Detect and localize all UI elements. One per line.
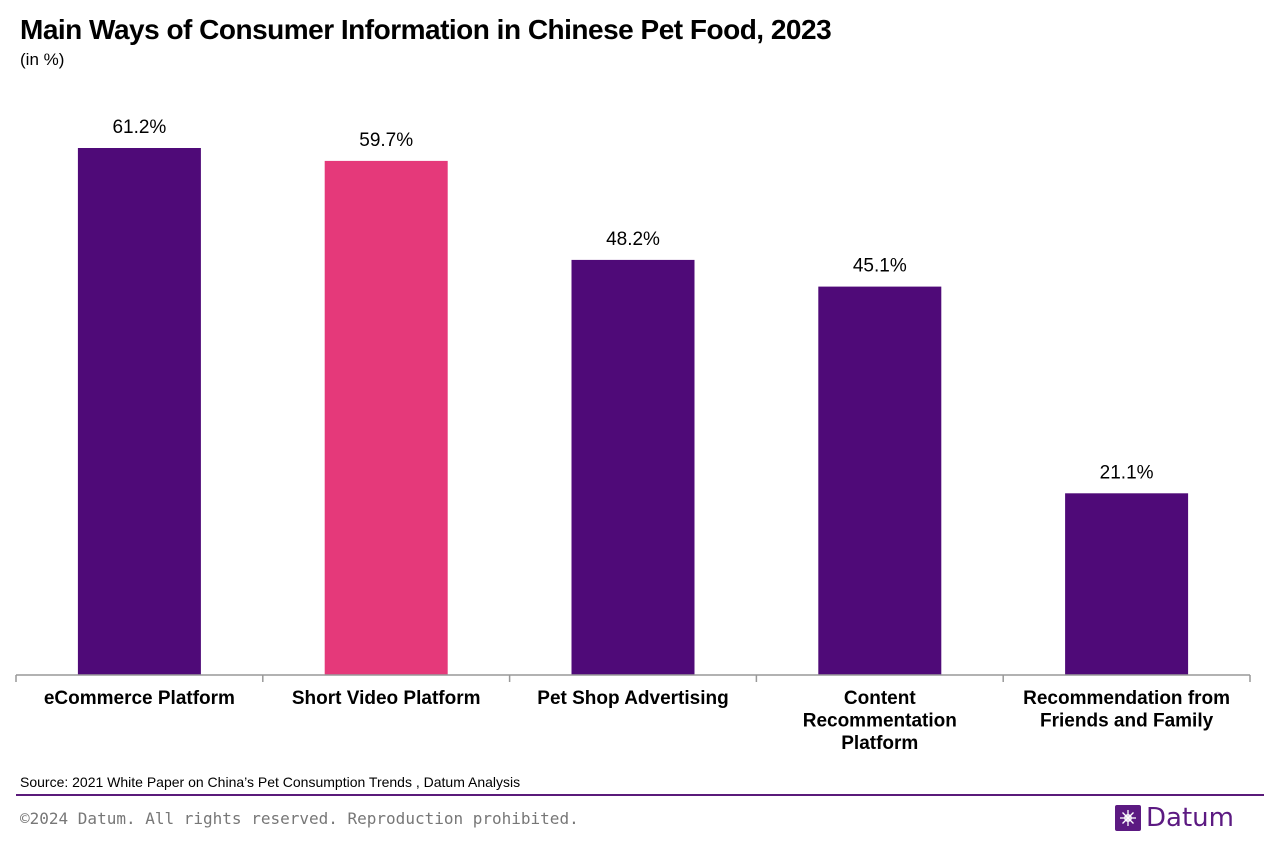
- category-label-line: Platform: [841, 733, 918, 754]
- bar: [324, 160, 448, 675]
- bar: [818, 286, 942, 675]
- copyright-notice: ©2024 Datum. All rights reserved. Reprod…: [20, 809, 579, 828]
- datum-logo-icon: [1115, 805, 1141, 831]
- bar-chart: 61.2% eCommerce Platform 59.7% Short Video …: [15, 117, 1251, 754]
- data-label: 61.2%: [112, 117, 166, 138]
- brand-name: Datum: [1146, 803, 1234, 833]
- brand-logo: Datum: [1115, 803, 1234, 833]
- data-label: 59.7%: [359, 130, 413, 151]
- bar: [571, 259, 695, 675]
- data-label: 45.1%: [853, 256, 907, 277]
- category-label-line: Content: [844, 688, 916, 709]
- chart-subtitle: (in %): [20, 50, 65, 69]
- source-note: Source: 2021 White Paper on China’s Pet …: [20, 774, 521, 790]
- category-label: Pet Shop Advertising: [537, 688, 728, 709]
- category-label-line: Friends and Family: [1040, 711, 1214, 732]
- category-label-line: Pet Shop Advertising: [537, 688, 728, 709]
- bar: [77, 148, 201, 675]
- footer-divider: [16, 794, 1264, 796]
- category-label: Content Recommentation Platform: [803, 688, 957, 754]
- category-label-line: Recommentation: [803, 711, 957, 732]
- category-label: Recommendation from Friends and Family: [1023, 688, 1230, 732]
- category-label-line: eCommerce Platform: [44, 688, 235, 709]
- chart-title: Main Ways of Consumer Information in Chi…: [20, 14, 832, 45]
- category-label-line: Short Video Platform: [292, 688, 481, 709]
- bar: [1065, 493, 1189, 675]
- data-label: 21.1%: [1100, 462, 1154, 483]
- category-label: eCommerce Platform: [44, 688, 235, 709]
- category-label: Short Video Platform: [292, 688, 481, 709]
- category-label-line: Recommendation from: [1023, 688, 1230, 709]
- data-label: 48.2%: [606, 229, 660, 250]
